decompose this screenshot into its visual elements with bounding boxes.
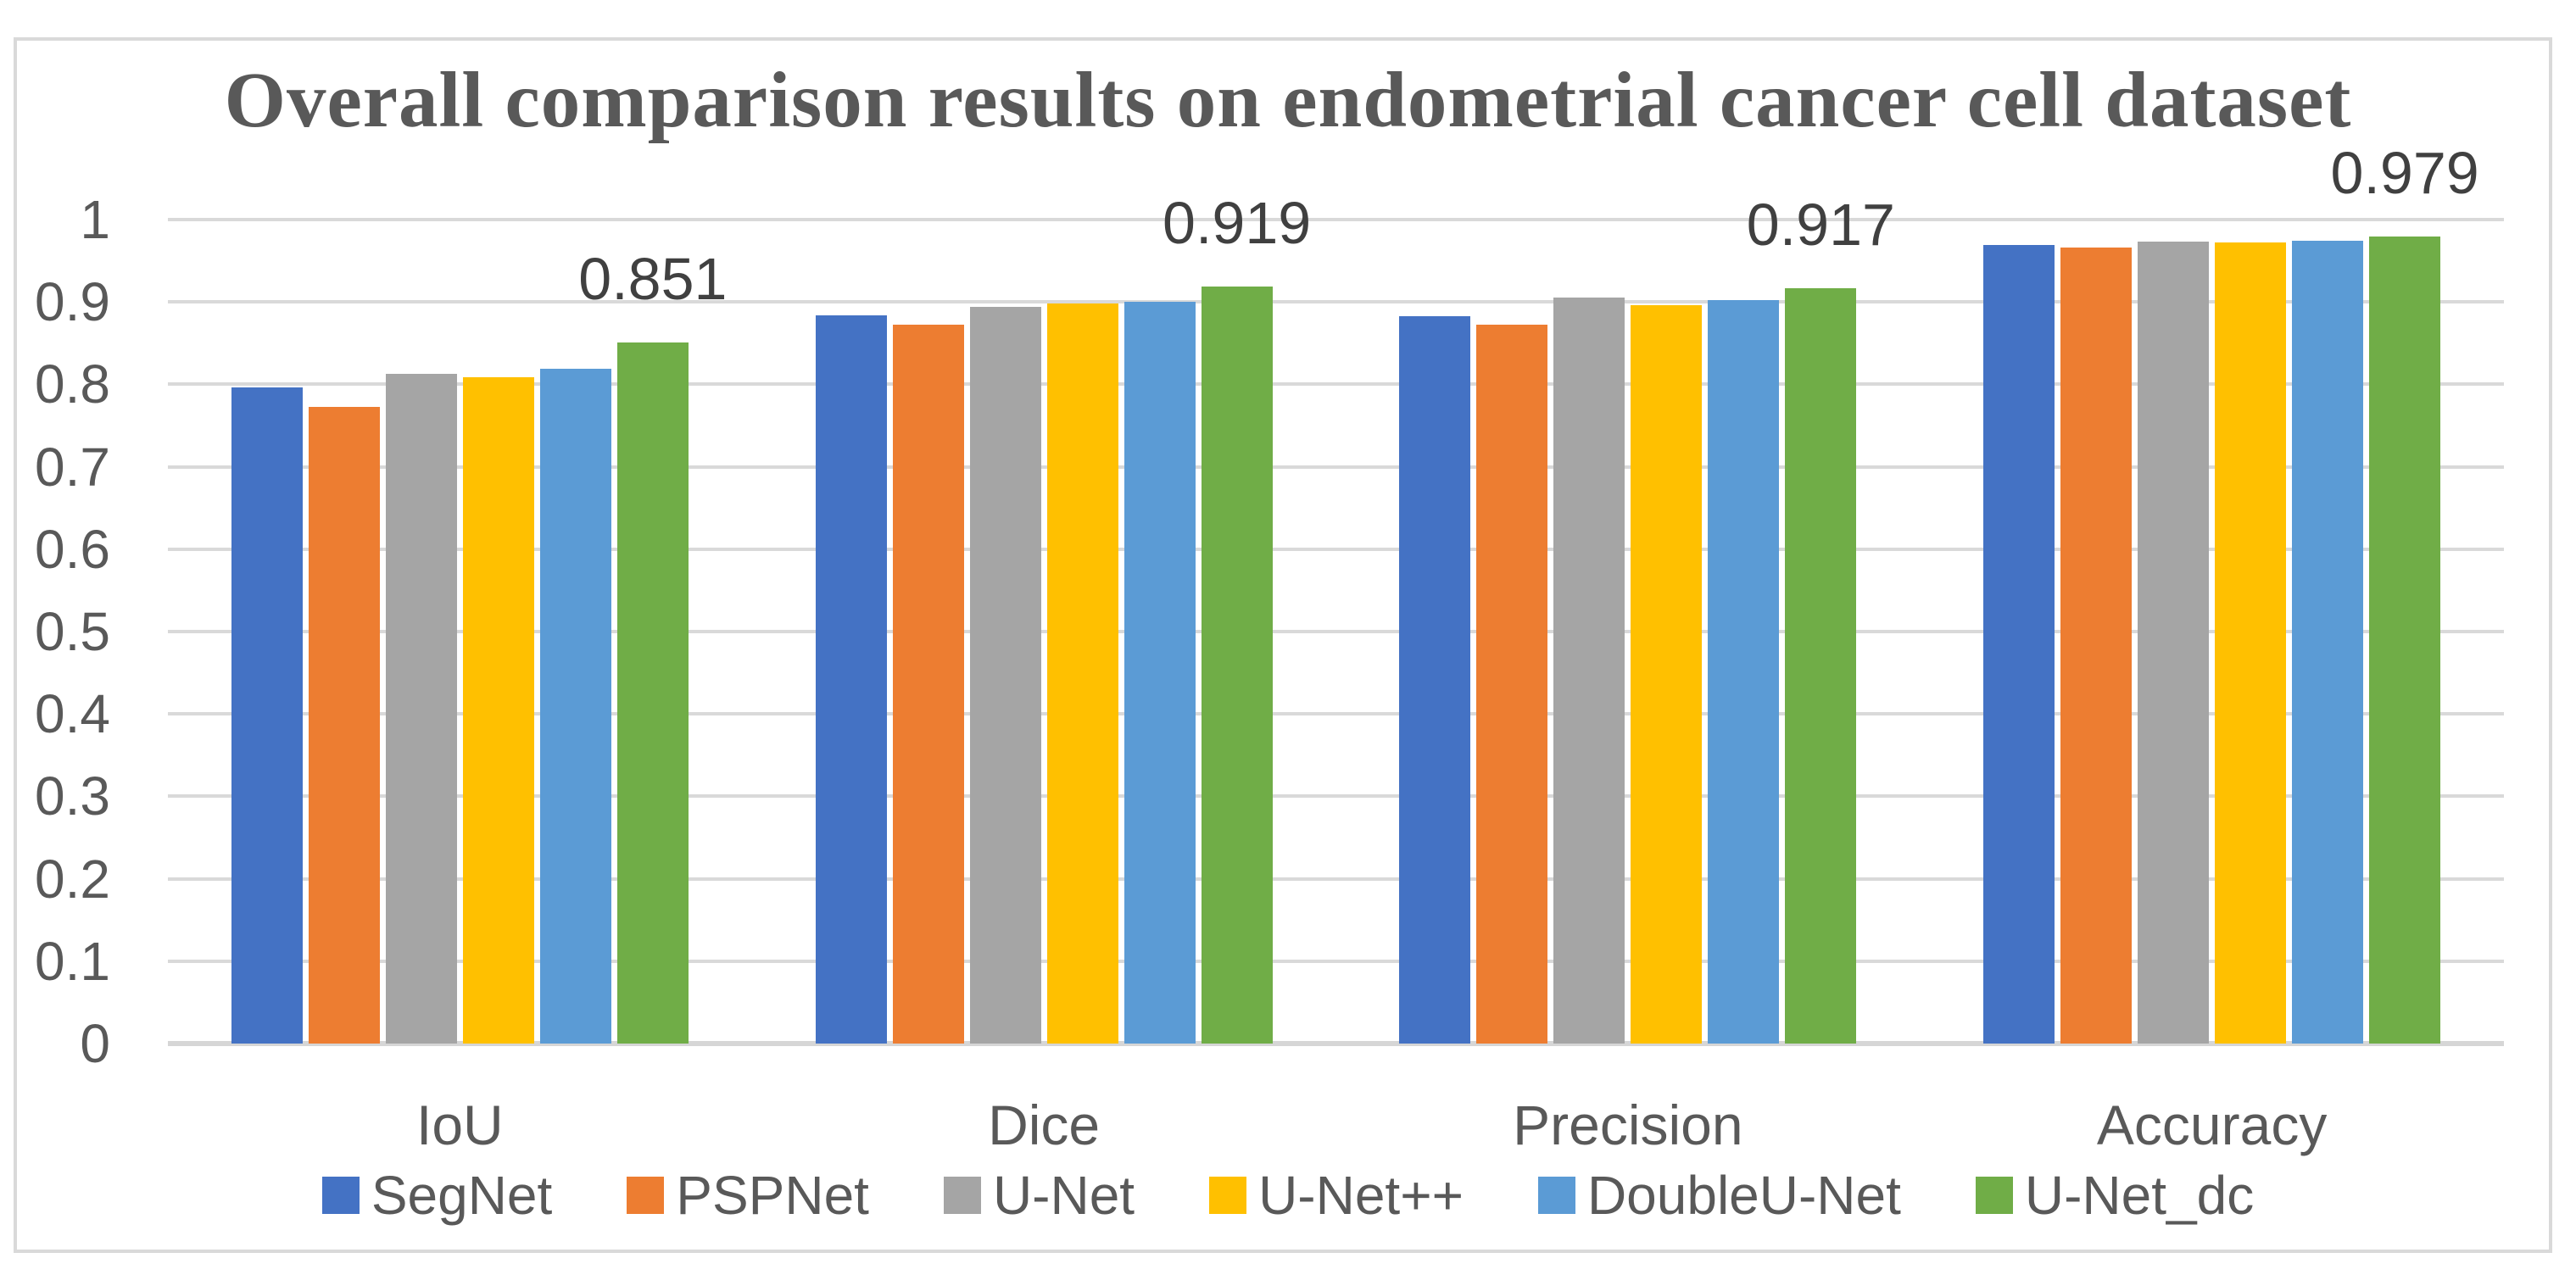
y-tick-label-1: 1 [80,189,110,250]
gridline-0.5 [168,630,2504,633]
y-tick-label-0.2: 0.2 [35,848,110,910]
legend-item-U-Net++: U-Net++ [1209,1168,1464,1222]
bar-Dice-U-Net_dc: 0.919 [1163,193,1311,1044]
y-tick-label-0: 0 [80,1013,110,1074]
x-axis-baseline [168,1041,2504,1046]
y-tick-label-0.9: 0.9 [35,271,110,333]
y-tick-label-0.6: 0.6 [35,518,110,580]
bar-Dice-U-Net++ [1046,303,1118,1044]
x-axis-label-IoU: IoU [416,1094,504,1156]
legend-label: PSPNet [676,1165,869,1226]
data-label-IoU: 0.851 [578,245,728,312]
legend-swatch-icon [943,1177,981,1214]
gridline-1 [168,218,2504,221]
gridline-0.4 [168,712,2504,716]
bar-Precision-U-Net [1553,298,1625,1044]
bar-Accuracy-DoubleU-Net [2292,241,2364,1044]
legend-item-PSPNet: PSPNet [627,1168,869,1222]
legend-swatch-icon [321,1177,360,1214]
bar-IoU-SegNet [231,387,303,1044]
x-axis-label-Accuracy: Accuracy [2096,1094,2328,1156]
gridline-0.9 [168,300,2504,304]
bar-Precision-DoubleU-Net [1708,300,1780,1044]
legend-label: U-Net_dc [2024,1165,2255,1226]
legend-label: U-Net [992,1165,1135,1226]
legend-item-DoubleU-Net: DoubleU-Net [1537,1165,1901,1226]
bar-group-Accuracy: 0.979 [1920,143,2504,1044]
bar-Precision-U-Net_dc: 0.917 [1747,195,1895,1044]
x-axis-category-labels: IoU Dice Precision Accuracy [168,1097,2504,1153]
gridline-0.1 [168,959,2504,963]
bar-Dice-U-Net [969,307,1041,1044]
bar-group-IoU: 0.851 [168,220,752,1044]
legend-label: U-Net++ [1258,1165,1464,1226]
gridline-0.2 [168,877,2504,881]
y-tick-label-0.7: 0.7 [35,436,110,498]
legend: SegNet PSPNet U-Net U-Net++ DoubleU-Net U-Net… [0,1168,2576,1222]
y-tick-label-0.5: 0.5 [35,601,110,662]
bar-Accuracy-U-Net_dc: 0.979 [2331,143,2479,1044]
x-axis-label-Dice: Dice [988,1094,1101,1156]
bar-Dice-SegNet [815,315,887,1044]
legend-swatch-icon [1537,1177,1575,1214]
bar-IoU-PSPNet [308,406,380,1044]
x-axis-label-Precision: Precision [1513,1094,1743,1156]
data-label-Accuracy: 0.979 [2330,140,2479,207]
gridline-0.6 [168,547,2504,551]
legend-swatch-icon [1975,1177,2013,1214]
bar-Dice-PSPNet [892,325,964,1044]
data-label-Dice: 0.919 [1163,189,1312,256]
bar-Accuracy-PSPNet [2060,248,2133,1044]
bar-Precision-PSPNet [1476,325,1548,1044]
bar-Accuracy-U-Net++ [2215,242,2287,1044]
legend-item-U-Net: U-Net [943,1165,1135,1226]
bar-IoU-U-Net++ [462,376,534,1044]
y-tick-label-0.3: 0.3 [35,765,110,827]
bar-group-Dice: 0.919 [752,193,1336,1044]
bar-Precision-SegNet [1399,315,1471,1044]
bar-IoU-DoubleU-Net [539,368,611,1044]
bar-Accuracy-SegNet [1983,245,2055,1044]
bar-groups: 0.851 0.919 0.917 0.979 [168,143,2504,1044]
gridline-0.8 [168,382,2504,387]
data-label-Precision: 0.917 [1746,191,1895,258]
legend-swatch-icon [627,1177,665,1214]
legend-label: SegNet [371,1165,553,1226]
bar-Dice-DoubleU-Net [1124,302,1196,1044]
gridline-0.3 [168,794,2504,799]
y-tick-label-0.1: 0.1 [35,930,110,992]
bar-group-Precision: 0.917 [1336,195,1921,1044]
plot-area: 0.851 0.919 0.917 0.979 [168,143,2504,1046]
legend-item-SegNet: SegNet [321,1165,553,1226]
bar-IoU-U-Net_dc: 0.851 [578,249,727,1044]
y-tick-label-0.8: 0.8 [35,354,110,415]
chart-title: Overall comparison results on endometria… [224,57,2352,144]
bar-Precision-U-Net++ [1631,305,1703,1044]
legend-item-U-Net_dc: U-Net_dc [1975,1165,2255,1226]
legend-label: DoubleU-Net [1586,1165,1901,1226]
legend-swatch-icon [1209,1177,1247,1214]
bar-IoU-U-Net [385,373,457,1044]
bar-Accuracy-U-Net [2138,242,2210,1044]
gridline-0.7 [168,465,2504,469]
y-tick-label-0.4: 0.4 [35,683,110,745]
